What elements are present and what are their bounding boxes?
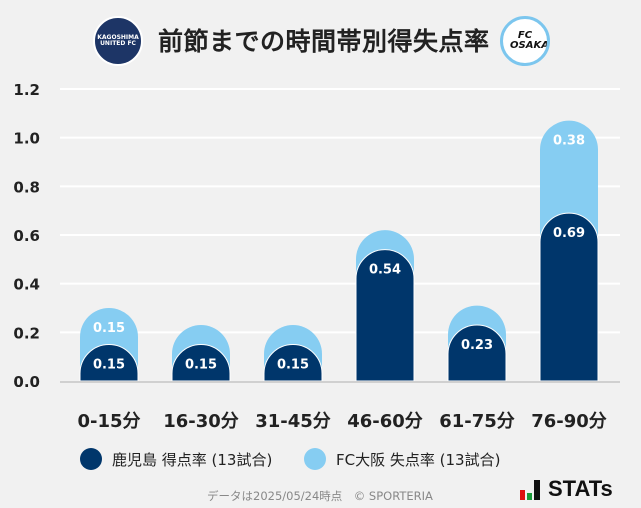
bar-home (355, 249, 415, 382)
y-tick-label: 0.6 (13, 227, 40, 245)
bar-home (539, 212, 599, 382)
data-label-home: 0.69 (553, 226, 585, 241)
data-label-home: 0.15 (93, 358, 125, 373)
legend-item-away: FC大阪 失点率 (13試合) (304, 448, 500, 470)
bar-home (171, 344, 231, 382)
stats-brand: STATs (520, 478, 613, 500)
legend-label-home: 鹿児島 得点率 (13試合) (112, 450, 273, 469)
data-label-away: 0.15 (93, 321, 125, 336)
away-logo-text: FC OSAKA (510, 29, 549, 51)
stats-brand-text: STATs (548, 476, 613, 501)
data-label-away: 0.38 (553, 134, 585, 149)
stats-logo-icon (520, 480, 540, 500)
kagoshima-united-logo: KAGOSHIMA UNITED FC (93, 16, 143, 66)
bar-home (79, 344, 139, 382)
data-label-home: 0.23 (461, 338, 493, 353)
y-tick-label: 0.8 (13, 178, 40, 196)
bar-home (263, 344, 323, 382)
legend-swatch-home (80, 448, 102, 470)
data-label-home: 0.15 (277, 358, 309, 373)
bar-home (447, 324, 507, 382)
x-tick-label: 0-15分 (77, 411, 140, 432)
legend-label-away: FC大阪 失点率 (13試合) (336, 450, 501, 469)
x-tick-label: 61-75分 (439, 411, 515, 432)
x-tick-label: 76-90分 (531, 411, 607, 432)
legend-item-home: 鹿児島 得点率 (13試合) (80, 448, 272, 470)
x-tick-label: 46-60分 (347, 411, 423, 432)
y-tick-label: 1.2 (13, 81, 40, 99)
home-logo-text: KAGOSHIMA UNITED FC (97, 33, 139, 47)
y-tick-label: 0.4 (13, 276, 40, 294)
data-label-home: 0.15 (185, 358, 217, 373)
y-tick-label: 1.0 (13, 130, 40, 148)
y-tick-label: 0.0 (13, 373, 40, 391)
bar-chart: 0.0 0.2 0.4 0.6 0.8 1.0 1.2 0.15 0.15 0-15分 0.15 16… (13, 81, 620, 432)
footer-note: データは2025/05/24時点 © SPORTERIA (207, 489, 433, 503)
y-tick-label: 0.2 (13, 324, 40, 342)
fc-osaka-logo: FC OSAKA (500, 16, 550, 66)
x-tick-label: 16-30分 (163, 411, 239, 432)
chart-title: 前節までの時間帯別得失点率 (158, 27, 490, 56)
data-label-home: 0.54 (369, 263, 401, 278)
legend-swatch-away (304, 448, 326, 470)
x-tick-label: 31-45分 (255, 411, 331, 432)
